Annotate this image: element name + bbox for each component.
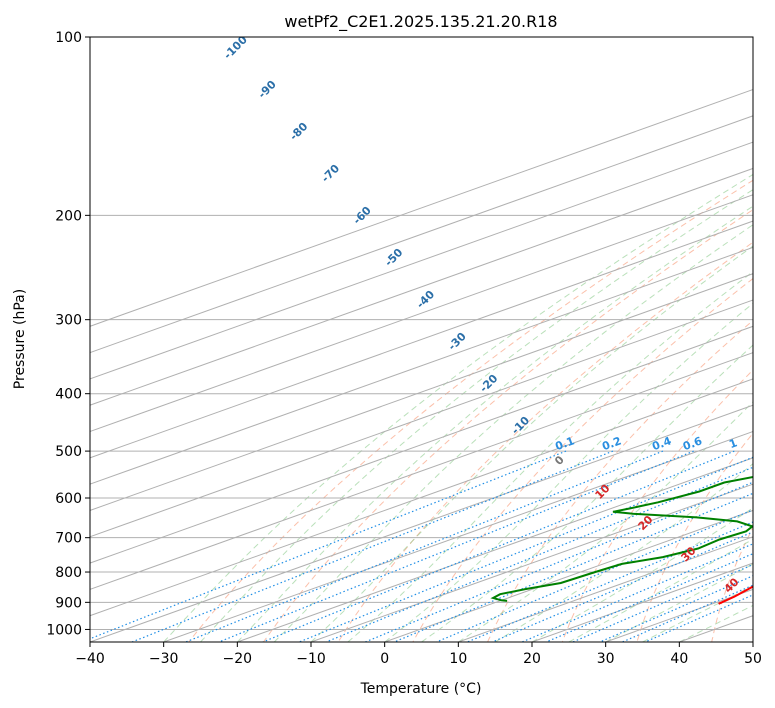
dry-adiabat	[188, 179, 753, 642]
y-tick-label: 800	[55, 565, 82, 581]
mixing-ratio-line	[599, 575, 753, 642]
x-tick-label: 50	[744, 651, 762, 667]
isotherm-line	[90, 378, 753, 617]
isotherm-line	[310, 483, 753, 642]
y-tick-label: 1000	[46, 622, 82, 638]
isotherm-line	[90, 404, 753, 642]
x-tick-label: −40	[75, 651, 105, 667]
x-tick-label: −10	[296, 651, 326, 667]
x-tick-label: 0	[380, 651, 389, 667]
dry-adiabat	[561, 369, 753, 642]
plot-frame	[89, 36, 754, 643]
x-axis-label: Temperature (°C)	[360, 681, 482, 697]
moist-adiabat	[347, 271, 753, 642]
moist-adiabat	[421, 344, 753, 642]
mixing-ratio-line	[90, 450, 567, 640]
x-axis: −40 −30 −20 −10 0 10 20 30 40 50	[75, 642, 762, 667]
isotherm-line	[90, 325, 753, 564]
mixing-ratio-line	[298, 456, 753, 642]
moist-adiabat	[200, 189, 753, 642]
y-tick-label: 200	[55, 208, 82, 224]
moist-adiabat	[236, 205, 753, 642]
mixing-ratio-line	[218, 450, 694, 642]
isotherm-line	[90, 115, 753, 354]
mixing-ratio-label: 0.2	[600, 434, 623, 453]
mixing-ratio-line	[262, 450, 735, 642]
y-tick-label: 600	[55, 491, 82, 507]
series	[490, 475, 753, 605]
dry-adiabat	[487, 319, 753, 642]
isotherm-line	[90, 141, 753, 380]
y-axis-label: Pressure (hPa)	[12, 289, 28, 389]
isotherm-line	[90, 299, 753, 538]
y-axis: 100 200 300 400 500 600 700 800 900 1000	[46, 30, 90, 638]
mixing-ratio-label: 0.6	[681, 434, 704, 453]
moist-adiabat	[605, 563, 753, 642]
isotherm-line	[384, 509, 753, 642]
mixing-ratio-lines	[90, 450, 753, 642]
y-tick-label: 100	[55, 30, 82, 46]
y-tick-label: 900	[55, 595, 82, 611]
y-tick-label: 400	[55, 387, 82, 403]
mixing-ratio-line	[644, 594, 753, 642]
x-tick-label: 30	[597, 651, 615, 667]
isotherm-line	[237, 457, 753, 642]
isotherm-line	[90, 273, 753, 511]
x-tick-label: −20	[223, 651, 253, 667]
grid	[90, 37, 753, 642]
isotherm-line	[90, 246, 753, 485]
isotherm-line	[90, 88, 753, 327]
chart-title: wetPf2_C2E1.2025.135.21.20.R18	[284, 12, 557, 32]
x-tick-label: −30	[149, 651, 179, 667]
mixing-ratio-line	[546, 553, 753, 642]
mixing-ratio-label: 0.4	[650, 434, 673, 453]
y-tick-label: 300	[55, 313, 82, 329]
y-tick-label: 500	[55, 444, 82, 460]
isotherm-line	[90, 167, 753, 406]
dry-adiabat	[263, 209, 753, 642]
isotherm-line	[90, 220, 753, 459]
mixing-ratio-label: 1	[727, 436, 739, 451]
mixing-ratio-label: 0.1	[553, 434, 576, 453]
moist-adiabat	[531, 507, 753, 642]
dry-adiabat	[337, 241, 753, 642]
mixing-ratio-line	[467, 521, 753, 642]
isotherm-line	[163, 430, 753, 642]
x-tick-label: 10	[449, 651, 467, 667]
mixing-ratio-line	[185, 450, 664, 642]
isotherm-line	[458, 536, 753, 642]
y-tick-label: 700	[55, 531, 82, 547]
x-tick-label: 40	[670, 651, 688, 667]
moist-adiabat	[458, 401, 753, 642]
isotherm-line	[90, 194, 753, 433]
mixing-ratio-line	[365, 481, 753, 642]
isotherm-line	[90, 352, 753, 590]
dewpoint-line	[490, 475, 753, 602]
moist-adiabat	[384, 302, 753, 642]
x-tick-label: 20	[523, 651, 541, 667]
